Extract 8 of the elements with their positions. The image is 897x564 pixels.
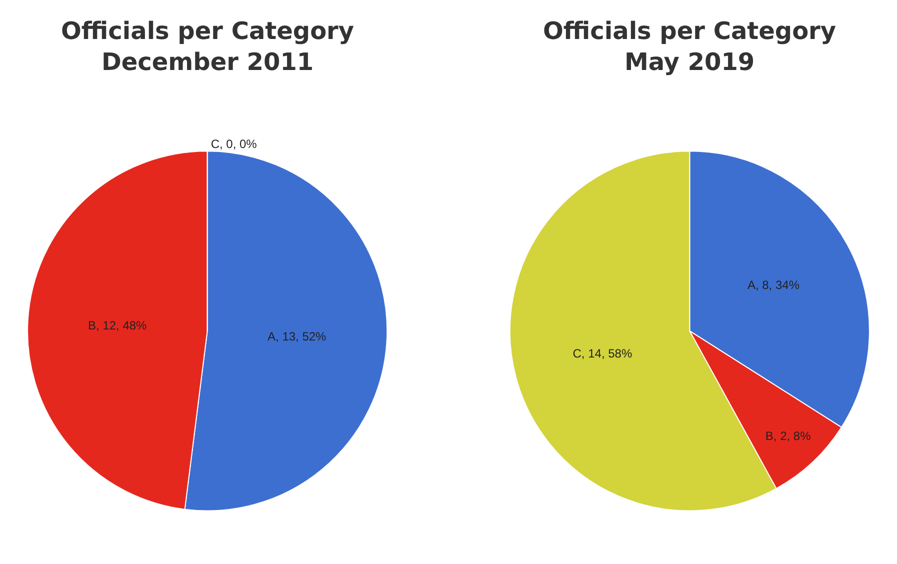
slice-label: C, 14, 58% [572, 346, 632, 360]
chart-title: Officials per Category December 2011 [61, 17, 354, 76]
category-label: C, 0, 0% [210, 137, 257, 152]
slice-label: A, 8, 34% [747, 278, 800, 292]
chart-title: Officials per Category May 2019 [543, 17, 836, 76]
slice-label: A, 13, 52% [268, 330, 327, 344]
slice-label: B, 12, 48% [88, 318, 148, 332]
slice-label: B, 2, 8% [765, 428, 812, 443]
